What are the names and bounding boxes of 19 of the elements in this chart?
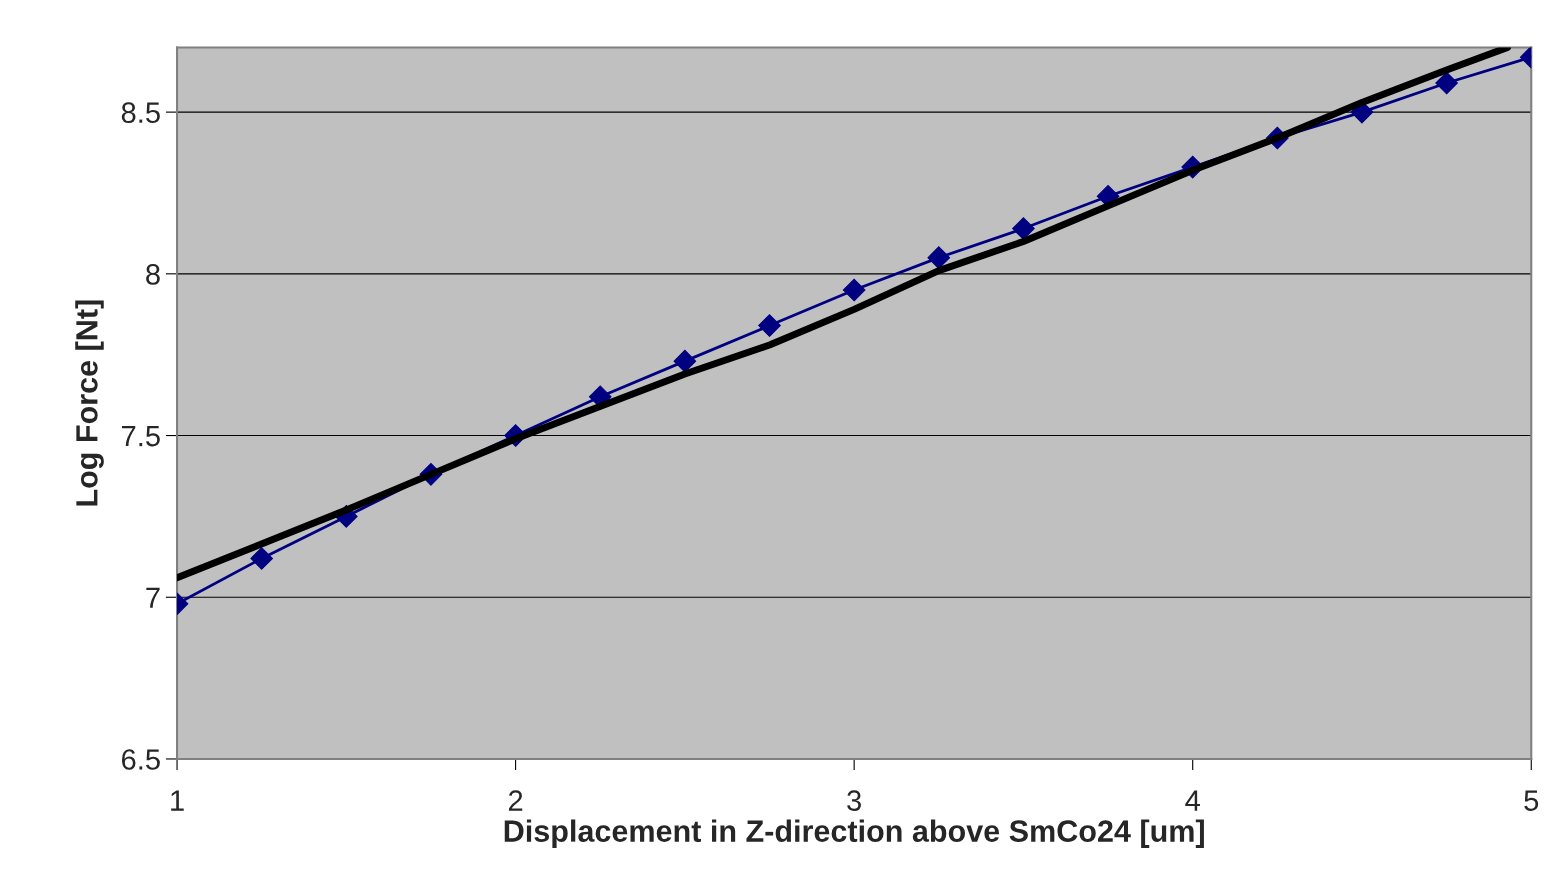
x-tick-label: 1 [171, 790, 184, 811]
x-axis-title: Displacement in Z-direction above SmCo24 [um] [504, 819, 1204, 848]
point [758, 314, 781, 337]
y-tick-label: 7 [146, 587, 160, 608]
y-tick-label: 8.5 [121, 102, 160, 123]
y-tick-label: 8 [146, 264, 160, 285]
x-tick-label: 2 [508, 790, 523, 811]
point [250, 547, 273, 570]
y-tick-label: 7.5 [122, 426, 160, 447]
y-axis-title: Log Force [Nt] [75, 300, 104, 506]
point [1435, 71, 1458, 95]
point [673, 349, 697, 373]
x-tick-label: 4 [1185, 790, 1200, 811]
x-tick-label: 3 [847, 790, 861, 811]
point [1012, 217, 1035, 240]
point [927, 246, 951, 269]
point [842, 278, 866, 302]
x-tick-label: 5 [1524, 790, 1539, 811]
y-tick-label: 6.5 [122, 749, 160, 770]
